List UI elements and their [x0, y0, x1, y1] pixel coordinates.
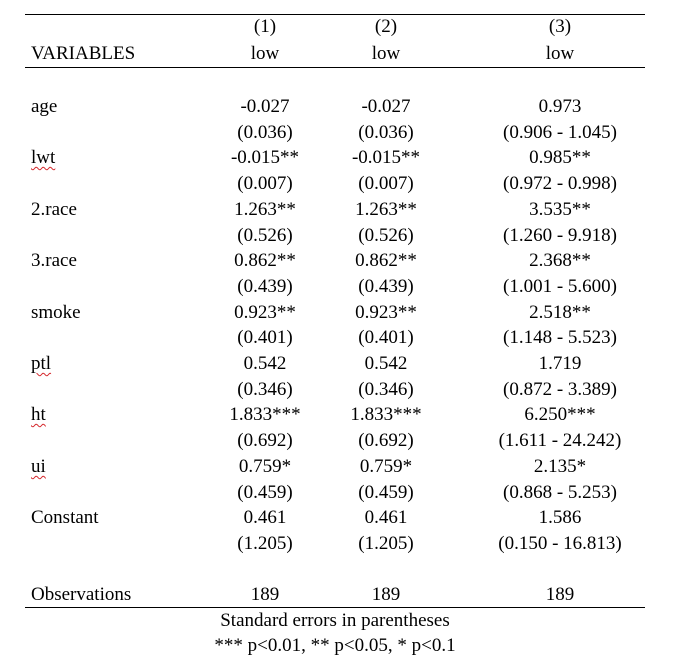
se-cell: (0.972 - 0.998): [503, 173, 617, 194]
coef-cell: 0.862**: [355, 250, 417, 271]
coef-cell: 0.923**: [234, 302, 296, 323]
coef-cell: 2.135*: [533, 456, 587, 477]
se-cell: (0.868 - 5.253): [503, 482, 617, 503]
se-cell: (0.346): [358, 379, 414, 400]
se-cell: (0.036): [237, 122, 293, 143]
coef-cell: 0.923**: [355, 302, 417, 323]
coef-cell: 6.250***: [524, 404, 596, 425]
coef-cell: -0.027: [240, 96, 290, 117]
row-label: ht: [31, 404, 46, 425]
se-cell: (0.906 - 1.045): [503, 122, 617, 143]
coef-cell: 0.973: [538, 96, 582, 117]
dep-var-3: low: [545, 43, 575, 64]
dep-var-2: low: [371, 43, 401, 64]
se-cell: (0.401): [358, 327, 414, 348]
se-cell: (1.260 - 9.918): [503, 225, 617, 246]
coef-cell: 3.535**: [529, 199, 591, 220]
coef-cell: 0.542: [364, 353, 408, 374]
se-cell: (0.007): [358, 173, 414, 194]
coef-cell: 0.759*: [238, 456, 292, 477]
coef-cell: 0.461: [243, 507, 287, 528]
coef-cell: 1.586: [538, 507, 582, 528]
top-rule: [25, 14, 645, 15]
se-cell: (1.611 - 24.242): [498, 430, 622, 451]
row-label: ptl: [31, 353, 52, 374]
coef-cell: 1.263**: [355, 199, 417, 220]
variables-header: VARIABLES: [31, 43, 136, 64]
se-cell: (0.346): [237, 379, 293, 400]
se-cell: (0.692): [358, 430, 414, 451]
se-cell: (0.036): [358, 122, 414, 143]
coef-cell: 0.985**: [529, 147, 591, 168]
se-cell: (0.150 - 16.813): [498, 533, 622, 554]
bottom-rule: [25, 607, 645, 608]
se-cell: (1.205): [237, 533, 293, 554]
row-label: 2.race: [31, 199, 77, 220]
coef-cell: 2.518**: [529, 302, 591, 323]
header-rule: [25, 67, 645, 68]
row-label: lwt: [31, 147, 56, 168]
row-label: smoke: [31, 302, 81, 323]
se-cell: (1.148 - 5.523): [503, 327, 617, 348]
observations-value-1: 189: [250, 584, 280, 605]
se-cell: (0.872 - 3.389): [503, 379, 617, 400]
col-number-3: (3): [548, 16, 572, 37]
se-cell: (0.526): [237, 225, 293, 246]
col-number-2: (2): [374, 16, 398, 37]
note-significance: *** p<0.01, ** p<0.05, * p<0.1: [214, 635, 456, 656]
col-number-1: (1): [253, 16, 277, 37]
se-cell: (0.459): [358, 482, 414, 503]
observations-value-3: 189: [545, 584, 575, 605]
se-cell: (0.007): [237, 173, 293, 194]
coef-cell: 0.759*: [359, 456, 413, 477]
coef-cell: -0.015**: [351, 147, 421, 168]
row-label: Constant: [31, 507, 99, 528]
row-label: 3.race: [31, 250, 77, 271]
row-label: age: [31, 96, 58, 117]
se-cell: (0.439): [358, 276, 414, 297]
se-cell: (0.439): [237, 276, 293, 297]
coef-cell: 0.461: [364, 507, 408, 528]
se-cell: (0.459): [237, 482, 293, 503]
dep-var-1: low: [250, 43, 280, 64]
coef-cell: 1.833***: [350, 404, 422, 425]
se-cell: (1.205): [358, 533, 414, 554]
se-cell: (0.692): [237, 430, 293, 451]
observations-value-2: 189: [371, 584, 401, 605]
coef-cell: 1.719: [538, 353, 582, 374]
coef-cell: 1.833***: [229, 404, 301, 425]
coef-cell: 2.368**: [529, 250, 591, 271]
coef-cell: 0.542: [243, 353, 287, 374]
coef-cell: 1.263**: [234, 199, 296, 220]
coef-cell: -0.015**: [230, 147, 300, 168]
se-cell: (0.401): [237, 327, 293, 348]
se-cell: (1.001 - 5.600): [503, 276, 617, 297]
row-label: ui: [31, 456, 46, 477]
coef-cell: -0.027: [361, 96, 411, 117]
se-cell: (0.526): [358, 225, 414, 246]
note-standard-errors: Standard errors in parentheses: [220, 610, 450, 631]
observations-label: Observations: [31, 584, 132, 605]
coef-cell: 0.862**: [234, 250, 296, 271]
